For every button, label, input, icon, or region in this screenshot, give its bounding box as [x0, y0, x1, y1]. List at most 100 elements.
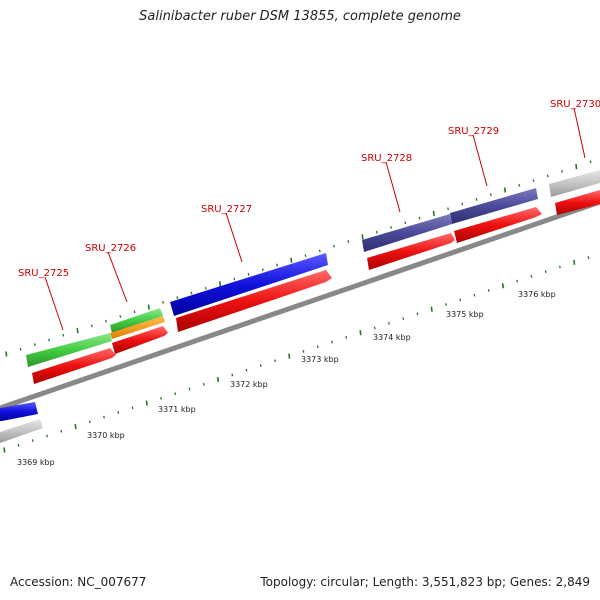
genome-summary-text: Topology: circular; Length: 3,551,823 bp…	[260, 575, 590, 589]
gene-label[interactable]: SRU_2727	[201, 204, 252, 215]
cds-block-sru2730[interactable]	[555, 190, 600, 215]
outer-tick	[361, 234, 364, 240]
inner-tick	[487, 289, 490, 292]
inner-tick	[259, 364, 262, 367]
inner-tick	[274, 359, 276, 363]
cds-block-sru2727[interactable]	[176, 270, 332, 332]
gene-block-sru2726-orange[interactable]	[110, 316, 165, 339]
inner-tick	[216, 377, 220, 383]
gene-block-sru2725[interactable]	[26, 333, 112, 367]
cds-block-sru2726[interactable]	[112, 326, 168, 354]
inner-tick	[31, 439, 34, 443]
inner-tick	[316, 345, 319, 349]
gene-blocks[interactable]	[0, 170, 600, 443]
kbp-labels: 3369 kbp 3370 kbp 3371 kbp 3372 kbp 3373…	[17, 290, 556, 467]
outer-tick	[432, 210, 435, 217]
cds-block-sru2729[interactable]	[454, 207, 542, 243]
outer-tick	[19, 347, 22, 351]
cds-block-sru2725[interactable]	[32, 348, 116, 384]
gene-label-leaders	[44, 107, 586, 331]
inner-tick	[202, 382, 205, 386]
gene-block-sru2727[interactable]	[170, 253, 328, 316]
inner-tick	[544, 270, 547, 274]
outer-tick	[575, 163, 578, 170]
kbp-label: 3370 kbp	[87, 431, 125, 440]
inner-tick	[46, 434, 48, 438]
map-title: Salinibacter ruber DSM 13855, complete g…	[139, 9, 461, 24]
inner-tick	[74, 423, 77, 430]
inner-tick	[587, 256, 590, 259]
outer-tick	[546, 174, 549, 178]
inner-tick	[160, 396, 162, 400]
gene-label[interactable]: SRU_2725	[18, 268, 69, 279]
outer-tick-marks	[5, 160, 592, 357]
gene-block-sru2730[interactable]	[549, 170, 600, 197]
inner-tick	[501, 283, 505, 289]
inner-tick	[416, 312, 419, 316]
outer-tick	[204, 287, 207, 290]
outer-tick	[290, 257, 293, 263]
outer-tick	[561, 169, 563, 173]
gene-block-blue-left[interactable]	[0, 402, 38, 421]
kbp-label: 3369 kbp	[17, 458, 55, 467]
outer-tick	[233, 277, 236, 281]
outer-tick	[5, 351, 8, 357]
outer-tick	[404, 221, 407, 225]
inner-tick	[231, 373, 234, 377]
inner-tick	[17, 443, 20, 447]
outer-tick	[247, 272, 250, 276]
inner-tick	[516, 279, 519, 283]
inner-tick	[145, 400, 148, 406]
gene-block-sru2729[interactable]	[450, 188, 538, 224]
outer-tick	[90, 324, 93, 328]
inner-tick	[302, 350, 305, 353]
inner-tick	[559, 265, 561, 269]
outer-tick	[33, 343, 36, 347]
leader-sru2728	[385, 161, 401, 213]
kbp-label: 3373 kbp	[301, 355, 339, 364]
leader-sru2730	[573, 107, 586, 159]
outer-tick	[589, 160, 592, 164]
outer-tick	[105, 319, 107, 323]
gene-block-sru2728[interactable]	[362, 214, 452, 252]
inner-tick	[88, 420, 91, 424]
outer-tick	[176, 296, 179, 300]
outer-tick	[375, 230, 378, 234]
inner-tick	[573, 259, 576, 265]
outer-tick	[133, 310, 136, 314]
outer-tick	[190, 291, 193, 295]
outer-tick	[119, 315, 122, 318]
gene-label[interactable]: SRU_2729	[448, 126, 499, 137]
gene-label[interactable]: SRU_2726	[85, 243, 136, 254]
outer-tick	[276, 263, 278, 267]
outer-tick	[48, 338, 50, 342]
inner-tick	[345, 335, 348, 339]
genome-backbone	[0, 199, 600, 411]
leader-sru2729	[472, 134, 488, 187]
inner-tick	[117, 411, 120, 414]
gene-block-sru2726-green[interactable]	[110, 308, 163, 333]
inner-tick	[245, 368, 248, 372]
outer-tick	[475, 197, 478, 201]
gene-block-grey-left[interactable]	[0, 419, 43, 443]
outer-tick	[304, 254, 307, 258]
outer-tick	[503, 187, 507, 193]
gene-label[interactable]: SRU_2728	[361, 153, 412, 164]
outer-tick	[333, 244, 335, 248]
inner-tick	[3, 447, 6, 453]
cds-block-sru2728[interactable]	[367, 233, 455, 270]
outer-tick	[218, 281, 222, 287]
kbp-label: 3372 kbp	[230, 380, 268, 389]
inner-tick	[373, 326, 376, 330]
inner-tick	[459, 298, 462, 302]
outer-tick	[447, 207, 449, 211]
leader-sru2725	[44, 276, 64, 331]
gene-label[interactable]: SRU_2730	[550, 99, 600, 110]
outer-tick	[261, 268, 264, 272]
outer-tick	[390, 226, 392, 229]
outer-tick	[76, 327, 79, 334]
inner-tick	[359, 330, 362, 336]
inner-tick	[131, 406, 134, 410]
outer-tick	[418, 216, 421, 220]
